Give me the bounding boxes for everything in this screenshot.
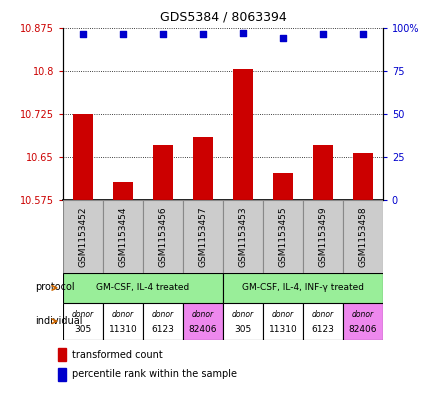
Title: GDS5384 / 8063394: GDS5384 / 8063394 bbox=[159, 11, 286, 24]
Point bbox=[358, 31, 365, 38]
Text: 6123: 6123 bbox=[311, 325, 333, 334]
Text: donor: donor bbox=[151, 310, 174, 319]
Bar bbox=[103, 303, 143, 340]
Bar bbox=[143, 200, 183, 273]
Text: 82406: 82406 bbox=[348, 325, 376, 334]
Point bbox=[159, 31, 166, 38]
Point bbox=[199, 31, 206, 38]
Bar bbox=[262, 200, 302, 273]
Bar bbox=[73, 114, 93, 200]
Text: GSM1153456: GSM1153456 bbox=[158, 206, 167, 267]
Text: 305: 305 bbox=[234, 325, 251, 334]
Bar bbox=[63, 200, 103, 273]
Bar bbox=[153, 145, 173, 200]
Text: 11310: 11310 bbox=[108, 325, 137, 334]
Bar bbox=[262, 303, 302, 340]
Bar bbox=[223, 200, 262, 273]
Bar bbox=[302, 303, 342, 340]
Text: donor: donor bbox=[271, 310, 293, 319]
Text: donor: donor bbox=[231, 310, 253, 319]
Text: 82406: 82406 bbox=[188, 325, 217, 334]
Bar bbox=[113, 182, 133, 200]
Text: GSM1153454: GSM1153454 bbox=[118, 207, 127, 267]
Point bbox=[79, 31, 86, 38]
Bar bbox=[63, 303, 103, 340]
Text: donor: donor bbox=[72, 310, 94, 319]
Point bbox=[119, 31, 126, 38]
Text: 11310: 11310 bbox=[268, 325, 296, 334]
Bar bbox=[342, 200, 382, 273]
Bar bbox=[58, 368, 66, 381]
Point bbox=[279, 35, 286, 41]
Text: GSM1153459: GSM1153459 bbox=[318, 206, 327, 267]
Text: GSM1153453: GSM1153453 bbox=[238, 206, 247, 267]
Bar bbox=[183, 200, 222, 273]
Text: donor: donor bbox=[191, 310, 214, 319]
Text: donor: donor bbox=[351, 310, 373, 319]
Text: GM-CSF, IL-4, INF-γ treated: GM-CSF, IL-4, INF-γ treated bbox=[241, 283, 363, 292]
Text: GSM1153452: GSM1153452 bbox=[79, 207, 87, 267]
Text: 305: 305 bbox=[74, 325, 92, 334]
Bar bbox=[312, 145, 332, 200]
Text: GSM1153455: GSM1153455 bbox=[278, 206, 287, 267]
Bar bbox=[223, 303, 262, 340]
Text: GSM1153458: GSM1153458 bbox=[358, 206, 366, 267]
Text: GM-CSF, IL-4 treated: GM-CSF, IL-4 treated bbox=[96, 283, 189, 292]
Bar bbox=[103, 200, 143, 273]
Text: protocol: protocol bbox=[35, 282, 74, 292]
Bar bbox=[58, 348, 66, 362]
Bar bbox=[342, 303, 382, 340]
Text: transformed count: transformed count bbox=[72, 350, 163, 360]
Point bbox=[239, 29, 246, 36]
Text: donor: donor bbox=[112, 310, 134, 319]
Text: donor: donor bbox=[311, 310, 333, 319]
Bar bbox=[302, 200, 342, 273]
Bar bbox=[193, 137, 213, 200]
Text: 6123: 6123 bbox=[151, 325, 174, 334]
Text: individual: individual bbox=[35, 316, 82, 325]
Bar bbox=[352, 152, 372, 200]
Text: GSM1153457: GSM1153457 bbox=[198, 206, 207, 267]
Point bbox=[319, 31, 326, 38]
Bar bbox=[183, 303, 222, 340]
Bar bbox=[63, 273, 223, 303]
Bar bbox=[232, 69, 252, 200]
Bar bbox=[143, 303, 183, 340]
Bar bbox=[272, 173, 292, 200]
Bar bbox=[223, 273, 382, 303]
Text: percentile rank within the sample: percentile rank within the sample bbox=[72, 369, 237, 379]
